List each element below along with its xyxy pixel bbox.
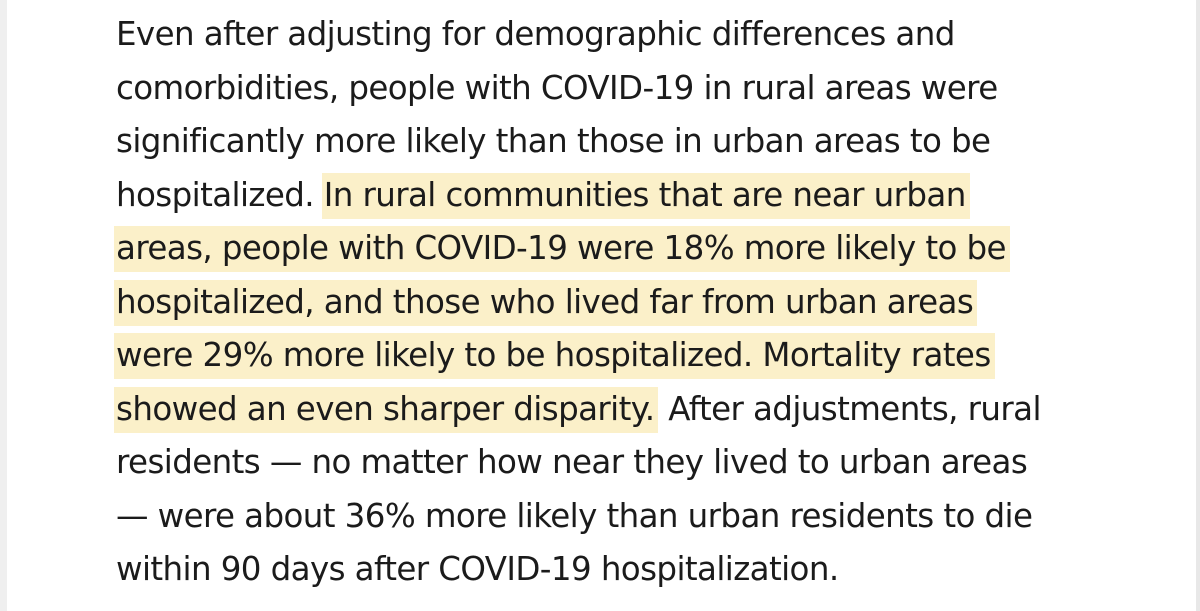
highlight-line-2: areas, people with COVID-19 were 18% mor…	[116, 229, 1007, 267]
highlight-line-3: hospitalized, and those who lived far fr…	[116, 282, 974, 321]
highlight-line-1: In rural communities that are near urban	[323, 175, 967, 214]
text-line-1: Even after adjusting for demographic dif…	[116, 15, 955, 53]
text-line-3: significantly more likely than those in …	[116, 122, 991, 160]
text-line-13: within 90 days after COVID-19 hospitaliz…	[116, 550, 839, 588]
text-line-12: — were about 36% more likely than urban …	[116, 496, 1033, 535]
highlighted-passage: In rural communities that are near urban…	[114, 172, 1010, 433]
article-paragraph: Even after adjusting for demographic dif…	[114, 8, 1116, 597]
right-border	[1196, 0, 1200, 611]
text-line-10: After adjustments, rural	[668, 389, 1041, 428]
text-line-2: comorbidities, people with COVID-19 in r…	[116, 68, 998, 107]
left-border	[0, 0, 7, 611]
highlight-line-4: were 29% more likely to be hospitalized.…	[116, 336, 991, 374]
text-line-11: residents — no matter how near they live…	[116, 443, 1028, 481]
text-line-4: hospitalized.	[116, 175, 315, 214]
highlight-line-5: showed an even sharper disparity.	[116, 389, 655, 428]
